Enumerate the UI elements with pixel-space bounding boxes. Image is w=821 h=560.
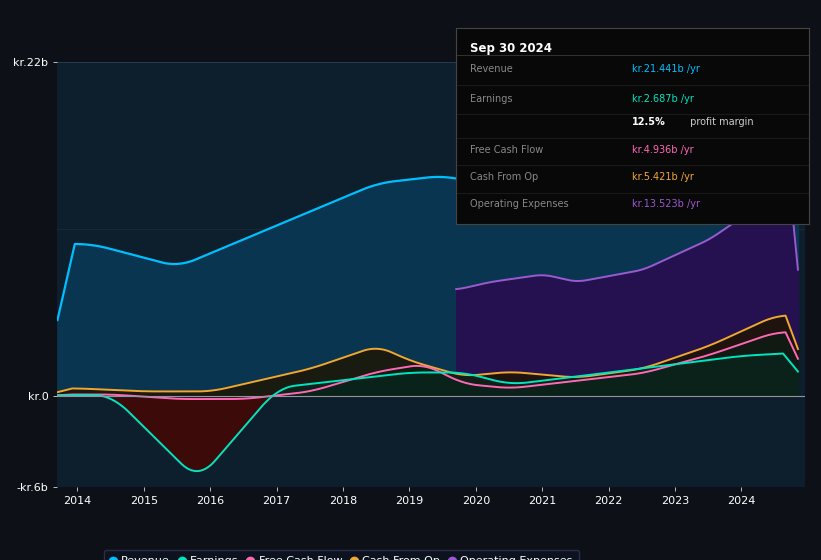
Text: kr.13.523b /yr: kr.13.523b /yr [632,199,700,209]
Legend: Revenue, Earnings, Free Cash Flow, Cash From Op, Operating Expenses: Revenue, Earnings, Free Cash Flow, Cash … [103,550,579,560]
Text: Operating Expenses: Operating Expenses [470,199,568,209]
Text: kr.21.441b /yr: kr.21.441b /yr [632,64,700,74]
Text: Free Cash Flow: Free Cash Flow [470,144,543,155]
Text: Cash From Op: Cash From Op [470,172,538,182]
Text: Earnings: Earnings [470,94,512,104]
Text: kr.2.687b /yr: kr.2.687b /yr [632,94,694,104]
Text: profit margin: profit margin [687,117,754,127]
Text: Revenue: Revenue [470,64,512,74]
Text: kr.4.936b /yr: kr.4.936b /yr [632,144,694,155]
Text: Sep 30 2024: Sep 30 2024 [470,42,552,55]
Text: kr.5.421b /yr: kr.5.421b /yr [632,172,694,182]
Text: 12.5%: 12.5% [632,117,666,127]
